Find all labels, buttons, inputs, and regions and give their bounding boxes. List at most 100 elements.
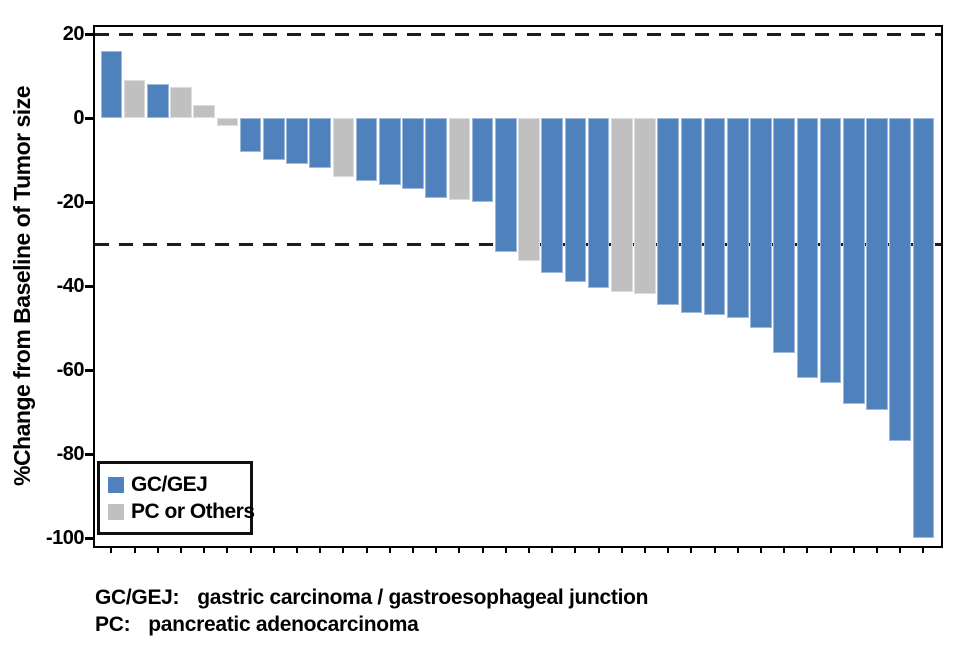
bar (193, 105, 215, 118)
x-tick-mark (620, 548, 623, 553)
bar (587, 118, 610, 289)
y-tick-label: -80 (56, 443, 85, 465)
x-tick-mark (713, 548, 716, 553)
bar (819, 118, 842, 383)
x-tick-mark (411, 548, 414, 553)
x-tick-mark (110, 548, 113, 553)
bar (634, 118, 656, 295)
x-tick-mark (574, 548, 577, 553)
x-tick-mark (644, 548, 646, 553)
x-tick-mark (922, 548, 925, 553)
x-tick-mark (435, 548, 438, 553)
bar (494, 118, 517, 253)
bar (750, 118, 772, 328)
legend-item-pc-or-others: PC or Others (108, 498, 255, 525)
bar (402, 118, 424, 190)
bar (146, 84, 169, 118)
legend-swatch-gray-icon (108, 503, 124, 520)
y-tick-label: -60 (56, 359, 85, 381)
x-tick-mark (249, 548, 252, 553)
bar (518, 118, 540, 261)
bar (448, 118, 471, 200)
x-tick-mark (342, 548, 345, 553)
footnote-pc: PC: pancreatic adenocarcinoma (95, 611, 648, 638)
y-tick-mark (85, 452, 94, 456)
bar (286, 118, 308, 165)
bar (564, 118, 587, 282)
x-tick-mark (597, 548, 600, 553)
bar (773, 118, 795, 354)
footnotes: GC/GEJ: gastric carcinoma / gastroesophag… (95, 584, 649, 638)
y-tick-label: -100 (45, 527, 85, 549)
x-tick-mark (179, 548, 182, 553)
y-tick-mark (85, 116, 94, 120)
bar (100, 50, 123, 118)
legend-box: GC/GEJ PC or Others (97, 461, 255, 535)
bar (170, 86, 192, 118)
bar (796, 118, 819, 379)
bar (355, 118, 378, 181)
x-tick-mark (551, 548, 554, 553)
bar (262, 118, 285, 160)
x-tick-mark (458, 548, 461, 553)
x-tick-mark (504, 548, 507, 553)
bar (216, 118, 239, 127)
bar (889, 118, 911, 442)
bar (332, 118, 355, 177)
bar (425, 118, 447, 198)
x-tick-mark (388, 548, 391, 553)
y-tick-label: 0 (73, 107, 84, 129)
reference-line-plus-20 (95, 33, 941, 36)
footnote-pc-term: PC: (95, 613, 131, 636)
legend-swatch-blue-icon (108, 476, 124, 493)
footnote-gcgej-term: GC/GEJ: (95, 586, 180, 609)
bar (680, 118, 703, 314)
y-tick-label: 20 (62, 23, 85, 45)
bar (541, 118, 563, 274)
reference-line-minus-30 (95, 243, 941, 246)
y-tick-label: -40 (56, 275, 85, 297)
bar (657, 118, 679, 305)
x-tick-mark (829, 548, 832, 553)
x-tick-mark (203, 548, 206, 553)
x-tick-mark (133, 548, 136, 553)
footnote-gcgej: GC/GEJ: gastric carcinoma / gastroesophag… (95, 584, 649, 611)
y-tick-mark (85, 368, 94, 372)
x-tick-mark (899, 548, 902, 553)
bar (471, 118, 494, 202)
y-tick-label: -20 (56, 191, 85, 213)
x-tick-mark (690, 548, 693, 553)
x-tick-mark (296, 548, 298, 553)
footnote-gcgej-definition: gastric carcinoma / gastroesophageal jun… (197, 586, 649, 609)
x-tick-mark (852, 548, 855, 553)
x-tick-mark (365, 548, 368, 553)
bar (610, 118, 633, 293)
x-tick-mark (806, 548, 809, 553)
bar (866, 118, 888, 410)
legend-item-gcgej: GC/GEJ (108, 471, 244, 498)
x-tick-mark (226, 548, 229, 553)
bar (912, 118, 935, 538)
bar (309, 118, 331, 169)
x-tick-mark (481, 548, 484, 553)
bar (123, 80, 146, 118)
bar (726, 118, 749, 318)
y-tick-mark (85, 32, 94, 36)
x-tick-mark (156, 548, 159, 553)
y-tick-mark (85, 200, 94, 204)
x-tick-mark (736, 548, 739, 553)
plot-inner (95, 27, 941, 546)
legend-label-pc-or-others: PC or Others (131, 499, 255, 523)
y-tick-mark (85, 284, 94, 288)
plot-area (93, 25, 943, 548)
bar (703, 118, 726, 316)
x-tick-mark (319, 548, 322, 553)
legend-label-gcgej: GC/GEJ (131, 472, 208, 496)
footnote-pc-definition: pancreatic adenocarcinoma (148, 613, 419, 636)
bar (378, 118, 401, 186)
x-tick-mark (876, 548, 878, 553)
x-tick-mark (760, 548, 762, 553)
x-tick-mark (783, 548, 786, 553)
bar (842, 118, 865, 404)
